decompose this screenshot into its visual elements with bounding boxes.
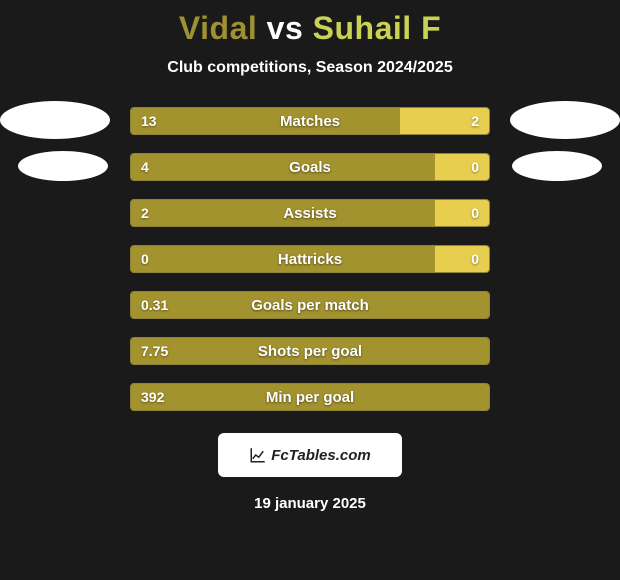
stat-value-left: 7.75 (141, 338, 168, 364)
bar-fill-left (131, 292, 489, 318)
stat-row: 00Hattricks (0, 235, 620, 281)
stat-bar: 392Min per goal (130, 383, 490, 411)
stat-bar: 40Goals (130, 153, 490, 181)
bar-fill-left (131, 384, 489, 410)
avatar-right (512, 151, 602, 181)
title-player2: Suhail F (313, 10, 441, 46)
bar-fill-left (131, 108, 400, 134)
stat-value-left: 13 (141, 108, 157, 134)
brand-text: FcTables.com (271, 447, 370, 464)
stat-row: 392Min per goal (0, 373, 620, 419)
stat-bar: 7.75Shots per goal (130, 337, 490, 365)
bar-fill-right (435, 200, 489, 226)
avatar-right (510, 101, 620, 139)
stat-bar: 132Matches (130, 107, 490, 135)
stat-value-right: 0 (471, 200, 479, 226)
stat-row: 20Assists (0, 189, 620, 235)
stat-row: 132Matches (0, 97, 620, 143)
bar-fill-left (131, 200, 435, 226)
brand-card: FcTables.com (218, 433, 402, 477)
stat-row: 0.31Goals per match (0, 281, 620, 327)
stat-bar: 00Hattricks (130, 245, 490, 273)
stat-value-left: 392 (141, 384, 164, 410)
bar-fill-left (131, 154, 435, 180)
stat-row: 40Goals (0, 143, 620, 189)
stat-value-right: 0 (471, 246, 479, 272)
stat-bar: 20Assists (130, 199, 490, 227)
bar-fill-right (435, 246, 489, 272)
bar-fill-left (131, 246, 435, 272)
avatar-left (0, 101, 110, 139)
stat-row: 7.75Shots per goal (0, 327, 620, 373)
date-text: 19 january 2025 (0, 495, 620, 512)
stat-value-left: 0.31 (141, 292, 168, 318)
bar-fill-right (435, 154, 489, 180)
comparison-title: Vidal vs Suhail F (0, 0, 620, 47)
bar-fill-left (131, 338, 489, 364)
stat-value-left: 0 (141, 246, 149, 272)
title-vs: vs (267, 10, 304, 46)
subtitle: Club competitions, Season 2024/2025 (0, 59, 620, 77)
stats-container: 132Matches40Goals20Assists00Hattricks0.3… (0, 97, 620, 419)
avatar-left (18, 151, 108, 181)
stat-value-left: 4 (141, 154, 149, 180)
stat-value-right: 2 (471, 108, 479, 134)
title-player1: Vidal (179, 10, 257, 46)
stat-bar: 0.31Goals per match (130, 291, 490, 319)
stat-value-left: 2 (141, 200, 149, 226)
chart-icon (249, 446, 267, 464)
stat-value-right: 0 (471, 154, 479, 180)
